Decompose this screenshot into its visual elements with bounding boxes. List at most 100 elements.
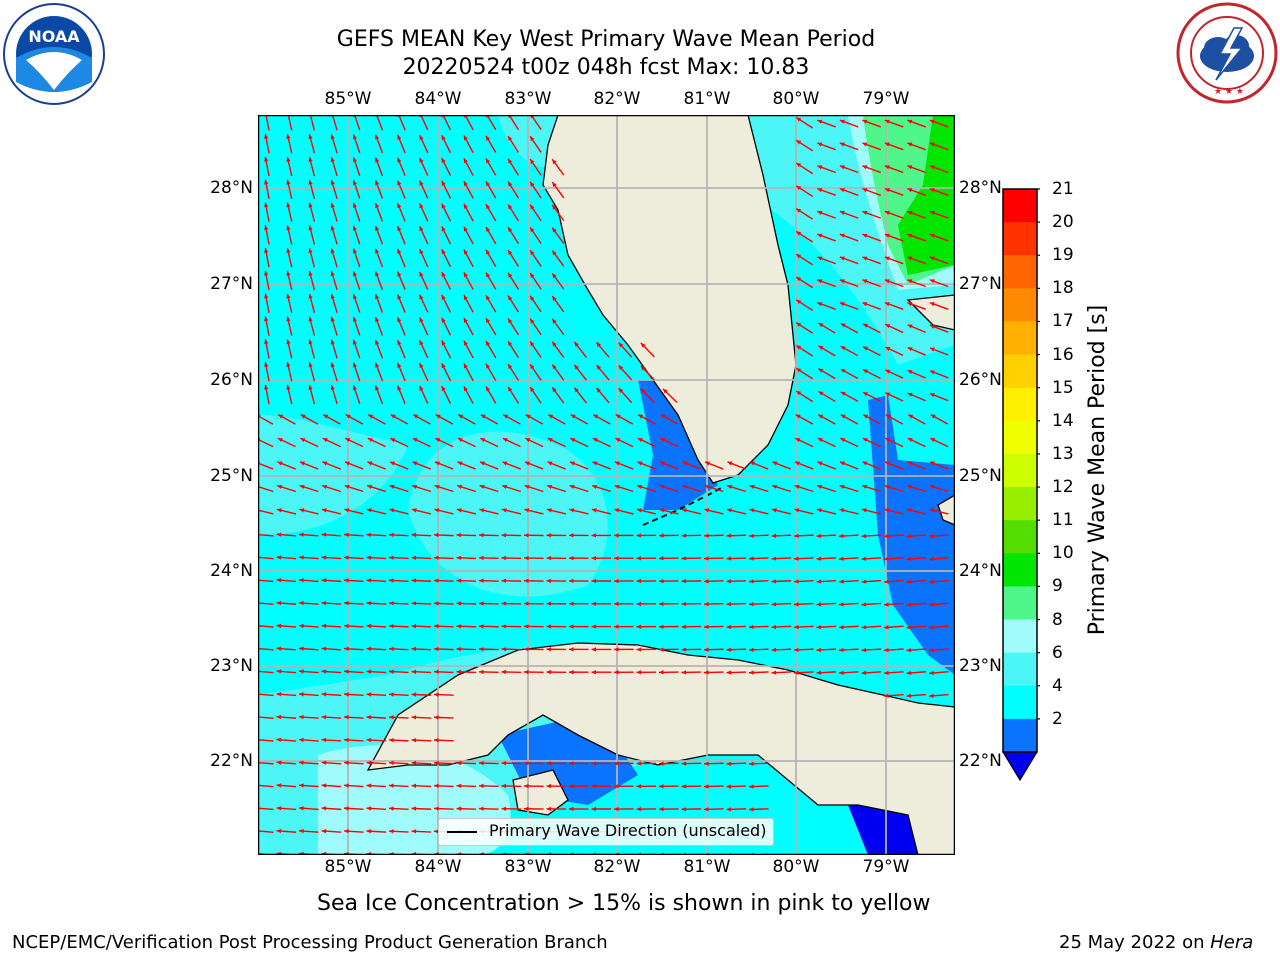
wave-direction-arrowhead [366, 669, 372, 674]
wave-direction-arrowhead [817, 210, 823, 215]
wave-direction-arrow [258, 556, 274, 560]
wave-direction-arrowhead [906, 556, 912, 562]
wave-direction-arrowhead [508, 227, 513, 233]
wave-direction-arrowhead [485, 226, 491, 232]
wave-direction-arrowhead [411, 601, 417, 606]
lon-tick-bottom: 84°W [414, 857, 462, 877]
wave-direction-arrowhead [456, 578, 462, 583]
wave-direction-arrowhead [884, 119, 890, 124]
wave-direction-arrowhead [591, 601, 597, 606]
wave-direction-arrowhead [863, 346, 869, 351]
wave-direction-arrowhead [908, 414, 914, 419]
wave-direction-arrowhead [389, 829, 394, 834]
wave-direction-arrowhead [412, 484, 418, 490]
wave-direction-arrowhead [485, 363, 491, 369]
wave-direction-arrowhead [485, 158, 491, 164]
wave-direction-arrowhead [299, 828, 304, 834]
wave-direction-arrowhead [636, 647, 642, 652]
wave-direction-arrowhead [861, 556, 867, 562]
wave-direction-arrowhead [862, 256, 868, 261]
wave-direction-arrow [258, 533, 274, 537]
wave-direction-arrowhead [366, 578, 372, 583]
wave-direction-arrowhead [839, 625, 844, 630]
wave-direction-arrowhead [524, 484, 530, 490]
wave-direction-arrowhead [596, 365, 602, 370]
wave-direction-arrowhead [796, 208, 802, 213]
wave-direction-arrowhead [817, 302, 823, 307]
wave-direction-arrowhead [817, 438, 823, 443]
wave-direction-arrows [258, 115, 949, 855]
wave-direction-arrowhead [441, 317, 446, 323]
wave-direction-arrowhead [817, 461, 823, 466]
wave-direction-arrowhead [818, 391, 824, 396]
wave-direction-arrowhead [530, 341, 535, 347]
wave-direction-arrowhead [389, 692, 394, 697]
wave-direction-arrowhead [524, 647, 529, 652]
wave-direction-arrowhead [885, 369, 891, 374]
wave-direction-arrowhead [321, 760, 327, 765]
wave-direction-arrowhead [614, 647, 619, 652]
wave-direction-arrowhead [861, 579, 867, 584]
wave-direction-arrowhead [508, 204, 513, 210]
bahamas-land [937, 494, 955, 526]
wave-direction-arrowhead [906, 670, 912, 676]
wave-direction-arrowhead [726, 533, 732, 538]
graticule [258, 115, 955, 855]
wave-direction-arrowhead [681, 533, 687, 538]
wave-direction-arrowhead [434, 508, 440, 513]
wave-direction-arrowhead [501, 783, 507, 789]
chart-title: GEFS MEAN Key West Primary Wave Mean Per… [336, 27, 876, 52]
wave-direction-arrowhead [286, 339, 291, 345]
wave-direction-arrowhead [839, 647, 844, 653]
wave-direction-arrowhead [411, 555, 417, 560]
wave-direction-arrowhead [771, 647, 777, 652]
wave-direction-arrowhead [552, 318, 557, 324]
wave-direction-arrowhead [885, 324, 891, 329]
wave-direction-arrowhead [456, 760, 462, 766]
wave-direction-arrowhead [397, 203, 402, 209]
lon-tick-top: 85°W [324, 89, 372, 109]
wave-direction-arrowhead [485, 272, 491, 278]
wave-direction-arrowhead [276, 714, 282, 720]
colorbar-band [1003, 520, 1037, 554]
wave-direction-arrowhead [299, 669, 304, 674]
wave-direction-arrowhead [330, 202, 335, 208]
wave-direction-arrowhead [907, 347, 913, 352]
wave-direction-arrow [258, 807, 274, 811]
wave-direction-arrowhead [389, 555, 394, 560]
wave-direction-arrowhead [441, 226, 446, 232]
wave-direction-arrowhead [659, 761, 664, 766]
wave-direction-arrowhead [397, 157, 402, 163]
wave-direction-arrowhead [345, 414, 351, 419]
wave-direction-arrowhead [397, 180, 402, 186]
wave-direction-arrowhead [463, 363, 468, 369]
lon-tick-top: 79°W [862, 89, 910, 109]
wave-direction-arrowhead [330, 293, 335, 299]
wave-direction-arrowhead [929, 534, 934, 539]
wave-direction-arrowhead [321, 828, 327, 834]
wave-direction-arrowhead [884, 556, 889, 562]
wave-direction-arrowhead [659, 784, 664, 789]
wave-direction-arrowhead [569, 533, 574, 538]
wave-direction-arrowhead [749, 670, 754, 675]
wave-direction-arrowhead [569, 508, 575, 513]
wave-direction-arrowhead [276, 508, 282, 513]
isla-juventud-land [512, 769, 569, 816]
wave-direction-arrowhead [321, 600, 327, 606]
wave-direction-arrowhead [330, 225, 335, 231]
wave-direction-arrowhead [929, 693, 934, 698]
wave-direction-arrowhead [463, 249, 468, 255]
wave-direction-arrowhead [862, 233, 868, 238]
wave-direction-arrowhead [479, 578, 484, 583]
wave-direction-arrowhead [884, 461, 890, 466]
wave-direction-arrowhead [330, 134, 335, 140]
wave-direction-arrowhead [321, 623, 327, 629]
wave-direction-arrowhead [330, 157, 335, 163]
wave-direction-arrowhead [276, 692, 282, 697]
wave-direction-arrowhead [524, 783, 529, 789]
lat-tick-left: 24°N [210, 561, 253, 581]
wave-direction-arrowhead [330, 362, 335, 368]
wave-direction-arrowhead [344, 508, 350, 513]
wave-direction-arrowhead [308, 339, 313, 345]
wave-direction-arrowhead [862, 210, 868, 215]
